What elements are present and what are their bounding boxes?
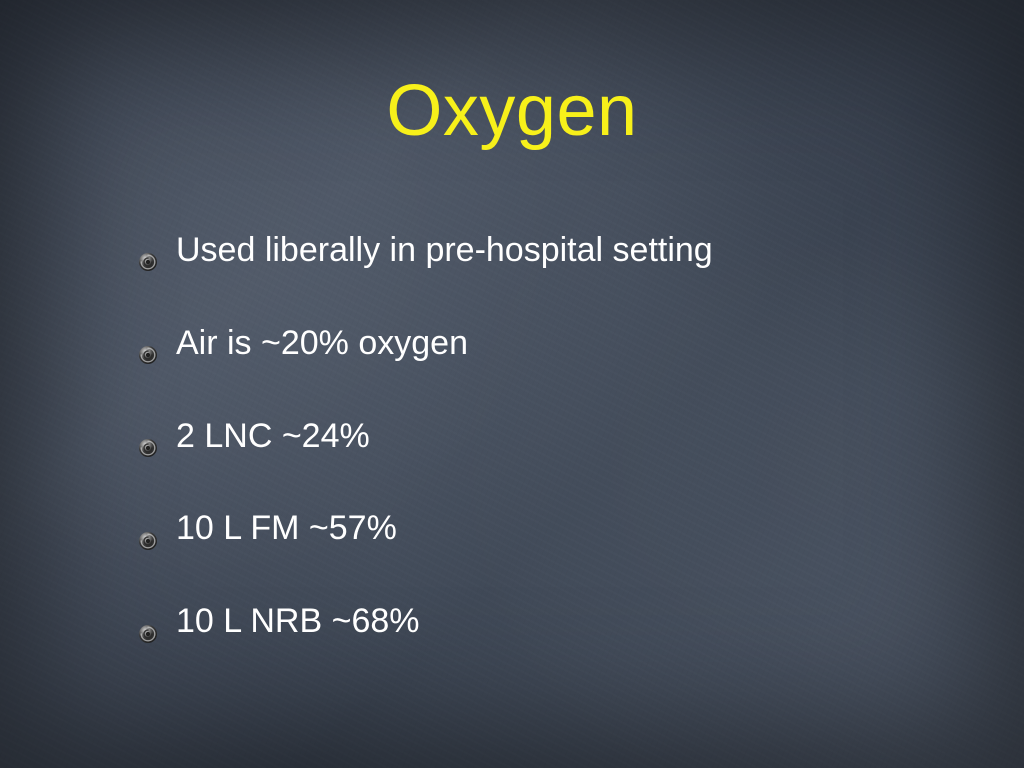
bullet-text: Air is ~20% oxygen <box>176 323 468 364</box>
bullet-text: 10 L NRB ~68% <box>176 601 420 642</box>
list-item: Air is ~20% oxygen <box>138 323 944 364</box>
list-item: Used liberally in pre-hospital setting <box>138 230 944 271</box>
swirl-bullet-icon <box>138 613 158 633</box>
list-item: 2 LNC ~24% <box>138 416 944 457</box>
slide: Oxygen Used liberally in pre-hospital se… <box>0 0 1024 768</box>
swirl-bullet-icon <box>138 520 158 540</box>
bullet-text: Used liberally in pre-hospital setting <box>176 230 713 271</box>
swirl-bullet-icon <box>138 334 158 354</box>
bullet-list: Used liberally in pre-hospital setting A… <box>80 230 944 642</box>
swirl-bullet-icon <box>138 241 158 261</box>
bullet-text: 2 LNC ~24% <box>176 416 370 457</box>
slide-title: Oxygen <box>80 70 944 152</box>
bullet-text: 10 L FM ~57% <box>176 508 397 549</box>
list-item: 10 L FM ~57% <box>138 508 944 549</box>
swirl-bullet-icon <box>138 427 158 447</box>
list-item: 10 L NRB ~68% <box>138 601 944 642</box>
